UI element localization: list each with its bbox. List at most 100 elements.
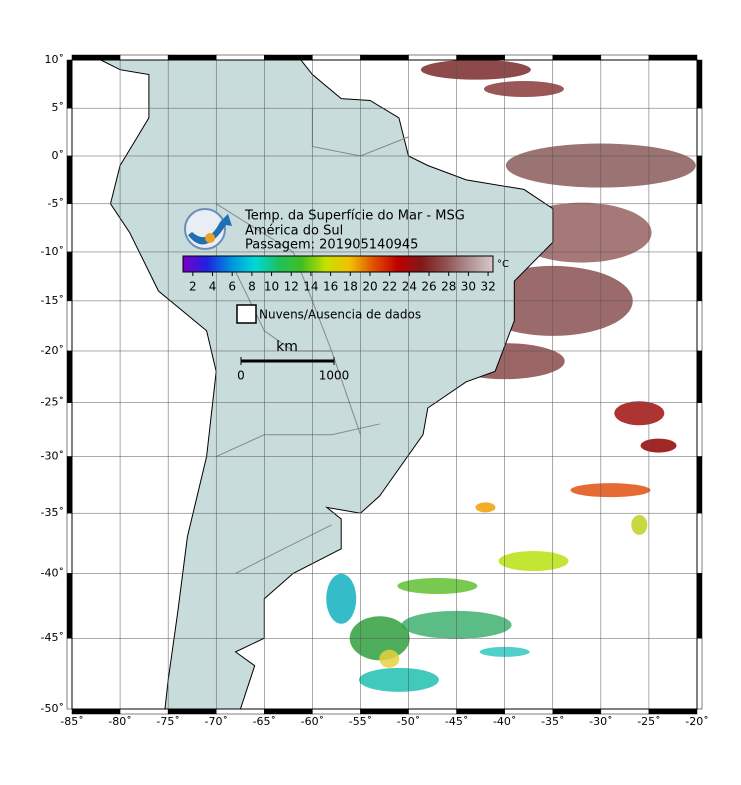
- clouds-swatch: [236, 304, 257, 324]
- colorbar: [182, 255, 494, 273]
- frame-segment: [600, 708, 650, 715]
- frame-segment: [600, 54, 650, 61]
- colorbar-tick-label: 18: [343, 280, 358, 294]
- border: [216, 423, 380, 458]
- frame: [66, 54, 703, 715]
- lat-tick-label: -15˚: [41, 294, 64, 307]
- frame-segment: [167, 54, 217, 61]
- lat-tick-label: -30˚: [41, 450, 64, 463]
- lon-tick-label: -55˚: [349, 715, 372, 728]
- frame-segment: [215, 708, 265, 715]
- frame-segment: [696, 251, 703, 302]
- lon-tick-label: -70˚: [204, 715, 227, 728]
- frame-segment: [360, 708, 409, 715]
- frame-segment: [66, 573, 73, 639]
- lon-tick-label: -25˚: [637, 715, 660, 728]
- frame-segment: [66, 350, 73, 403]
- frame-segment: [552, 708, 602, 715]
- frame-segment: [66, 251, 73, 302]
- frame-segment: [408, 54, 457, 61]
- lat-tick-label: -45˚: [41, 631, 64, 644]
- frame-segment: [66, 155, 73, 205]
- frame-segment: [696, 300, 703, 352]
- lon-tick-label: -75˚: [156, 715, 179, 728]
- lon-tick-label: -20˚: [685, 715, 708, 728]
- frame-segment: [66, 637, 73, 710]
- lon-tick-label: -30˚: [589, 715, 612, 728]
- frame-segment: [71, 708, 121, 715]
- frame-segment: [696, 456, 703, 514]
- sst-patch: [570, 483, 651, 498]
- frame-segment: [360, 54, 409, 61]
- frame-segment: [504, 708, 554, 715]
- lat-tick-label: -50˚: [41, 702, 64, 715]
- colorbar-tick-label: 24: [402, 280, 417, 294]
- frame-segment: [167, 708, 217, 715]
- colorbar-tick-label: 10: [264, 280, 279, 294]
- frame-segment: [66, 300, 73, 352]
- frame-segment: [312, 54, 361, 61]
- sst-patch: [631, 514, 648, 535]
- colorbar-tick-label: 20: [362, 280, 377, 294]
- frame-segment: [696, 59, 703, 109]
- lat-tick-label: -40˚: [41, 566, 64, 579]
- frame-segment: [648, 54, 698, 61]
- scale-tick-label: 1000: [319, 369, 350, 383]
- colorbar-tick-label: 32: [480, 280, 495, 294]
- frame-segment: [66, 512, 73, 574]
- lon-tick-label: -35˚: [541, 715, 564, 728]
- frame-segment: [66, 203, 73, 253]
- colorbar-tick-label: 6: [228, 280, 236, 294]
- frame-segment: [456, 708, 505, 715]
- lat-tick-label: -35˚: [41, 506, 64, 519]
- title-line: Passagem: 201905140945: [245, 238, 418, 253]
- frame-segment: [312, 708, 361, 715]
- frame-border: [71, 59, 698, 710]
- frame-segment: [696, 573, 703, 639]
- frame-segment: [408, 708, 457, 715]
- frame-segment: [71, 54, 121, 61]
- lat-tick-label: -20˚: [41, 344, 64, 357]
- frame-segment: [696, 402, 703, 457]
- colorbar-tick-label: 28: [441, 280, 456, 294]
- frame-segment: [696, 512, 703, 574]
- frame-segment: [119, 54, 169, 61]
- frame-segment: [215, 54, 265, 61]
- frame-segment: [696, 107, 703, 157]
- sst-patch: [397, 577, 478, 594]
- lon-tick-label: -45˚: [445, 715, 468, 728]
- frame-segment: [648, 708, 698, 715]
- lon-tick-label: -50˚: [397, 715, 420, 728]
- lat-tick-label: 0˚: [52, 149, 65, 162]
- lon-tick-label: -80˚: [108, 715, 131, 728]
- colorbar-tick-label: 30: [461, 280, 476, 294]
- frame-segment: [66, 107, 73, 157]
- frame-segment: [264, 54, 313, 61]
- scale-bar: [241, 359, 334, 363]
- colorbar-tick-label: 14: [303, 280, 318, 294]
- title-line: América do Sul: [245, 224, 343, 239]
- colorbar-tick-label: 2: [189, 280, 197, 294]
- colorbar-tick-label: 16: [323, 280, 338, 294]
- sst-patch: [379, 649, 400, 668]
- sst-patch: [498, 551, 569, 572]
- lat-tick-label: 10˚: [45, 53, 65, 66]
- title-line: Temp. da Superfície do Mar - MSG: [244, 209, 465, 224]
- lat-tick-label: -5˚: [48, 197, 64, 210]
- overlay: Temp. da Superfície do Mar - MSG América…: [41, 53, 709, 728]
- sst-patch: [326, 573, 357, 624]
- lon-tick-label: -40˚: [493, 715, 516, 728]
- frame-segment: [264, 708, 313, 715]
- frame-segment: [66, 402, 73, 457]
- colorbar-tick-label: 12: [284, 280, 299, 294]
- lat-tick-label: -25˚: [41, 396, 64, 409]
- sst-patch: [475, 502, 496, 513]
- frame-segment: [696, 203, 703, 253]
- frame-segment: [456, 54, 505, 61]
- lon-tick-label: -65˚: [253, 715, 276, 728]
- sst-patch: [614, 401, 665, 426]
- scale-tick-label: 0: [237, 369, 245, 383]
- frame-segment: [119, 708, 169, 715]
- scale-unit: km: [276, 339, 298, 355]
